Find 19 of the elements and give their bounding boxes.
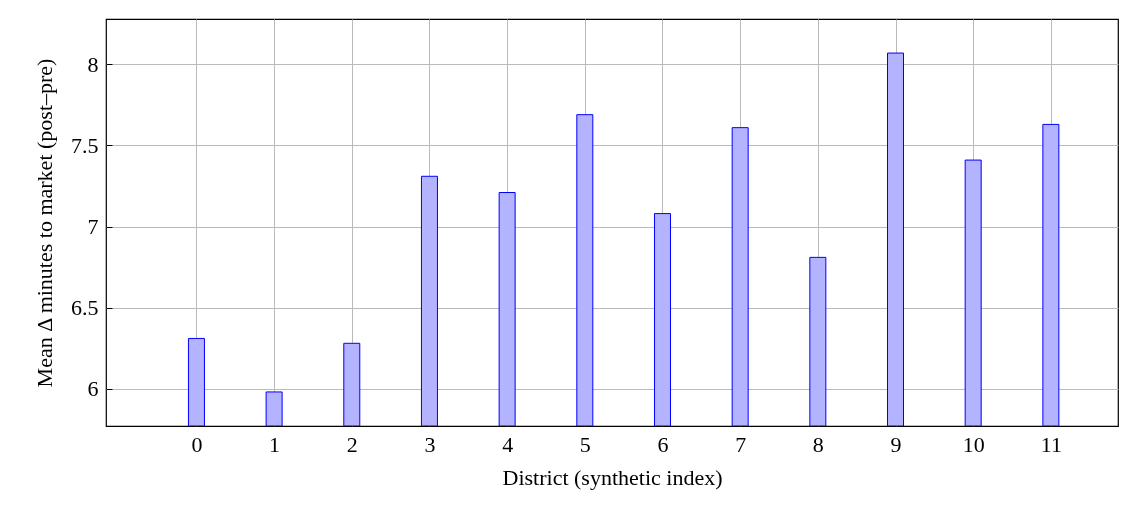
x-tick-label: 10 (962, 431, 985, 457)
x-tick-label: 0 (191, 431, 203, 457)
x-tick-label: 11 (1040, 431, 1062, 457)
x-tick-label: 1 (269, 431, 281, 457)
y-tick-label: 6 (87, 376, 99, 402)
x-tick-label: 2 (346, 431, 358, 457)
x-axis-title: District (synthetic index) (502, 464, 723, 490)
y-axis-title: Mean Δ minutes to market (post–pre) (32, 58, 57, 388)
x-tick-label: 9 (890, 431, 902, 457)
x-tick-label: 8 (812, 431, 824, 457)
x-tick-label: 4 (502, 431, 514, 457)
y-tick-label: 6.5 (71, 295, 99, 321)
y-tick-label: 8 (87, 51, 99, 77)
x-tick-label: 6 (657, 431, 669, 457)
x-tick-label: 7 (735, 431, 747, 457)
y-tick-label: 7 (87, 214, 99, 240)
y-tick-label: 7.5 (71, 132, 99, 158)
x-tick-label: 3 (424, 431, 436, 457)
x-tick-label: 5 (579, 431, 591, 457)
